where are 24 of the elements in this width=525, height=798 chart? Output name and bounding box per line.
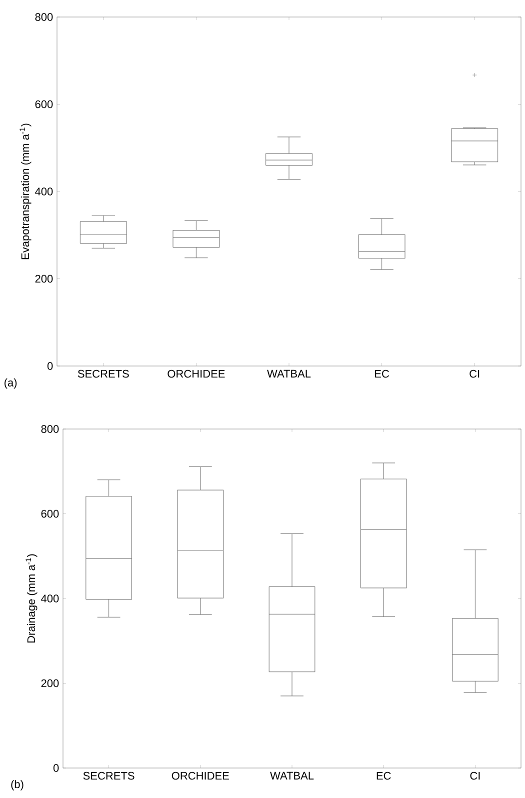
y-tick-label: 200 [41,679,59,688]
x-tick-label: CI [470,370,480,378]
text: (b) [11,780,24,790]
y-tick-label: 400 [35,188,53,196]
x-tick-label: CI [470,772,480,780]
x-tick-label: EC [375,370,390,378]
y-tick-label: 400 [41,594,59,602]
x-tick-label: WATBAL [270,772,314,780]
y-tick-label: 800 [41,425,59,433]
text: (a) [4,378,17,389]
x-tick-label: SECRETS [78,370,129,378]
x-tick-label: ORCHIDEE [172,772,229,780]
x-tick-label: SECRETS [83,772,134,780]
y-axis-title: Drainage (mm a$^{-1}$) [26,554,38,643]
y-tick-label: 200 [35,274,53,283]
y-tick-label: 600 [41,510,59,518]
y-tick-label: 800 [35,13,53,21]
y-tick-label: 600 [35,100,53,108]
y-tick-label: 0 [53,764,59,772]
y-tick-label: 0 [47,362,53,370]
x-tick-label: WATBAL [267,370,311,378]
x-tick-label: EC [376,772,391,780]
x-tick-label: ORCHIDEE [168,370,225,378]
y-axis-title: Evapotranspiration (mm a$^{-1}$) [20,124,32,260]
